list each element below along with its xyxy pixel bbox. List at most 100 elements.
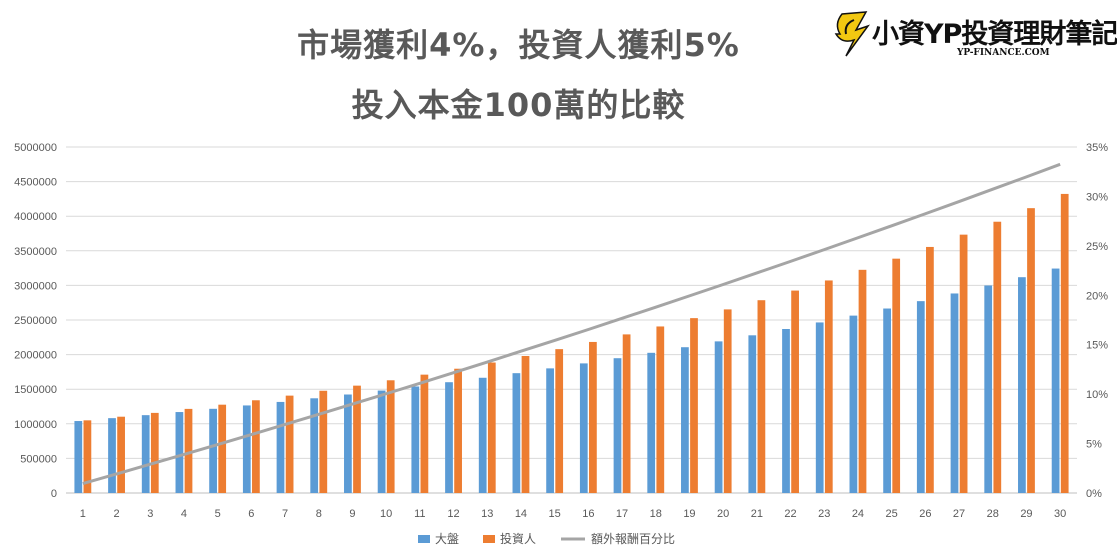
x-tick-label: 7 xyxy=(282,508,288,520)
x-tick-label: 29 xyxy=(1020,508,1032,520)
x-tick-label: 30 xyxy=(1054,508,1066,520)
x-tick-label: 26 xyxy=(919,508,931,520)
logo-subtext: YP-FINANCE.COM xyxy=(957,48,1050,58)
x-tick-label: 4 xyxy=(181,508,187,520)
x-tick-label: 20 xyxy=(717,508,729,520)
bar-market xyxy=(984,285,993,493)
right-axis-ticks: 0% 5% 10% 15% 20% 25% 30% 35% xyxy=(1086,142,1108,500)
x-tick-label: 5 xyxy=(215,508,221,520)
bar-market xyxy=(478,377,487,493)
legend: 大盤 投資人 額外報酬百分比 xyxy=(418,531,675,546)
bar-investor xyxy=(319,390,328,493)
bar-investor xyxy=(386,380,395,493)
bar-investor xyxy=(252,400,260,493)
right-tick-label: 35% xyxy=(1086,142,1108,154)
x-tick-label: 27 xyxy=(953,508,965,520)
x-tick-label: 6 xyxy=(248,508,254,520)
left-tick-label: 500000 xyxy=(20,453,57,465)
bar-investor xyxy=(791,290,799,493)
left-tick-label: 3500000 xyxy=(14,246,57,258)
x-tick-label: 24 xyxy=(852,508,864,520)
bar-market xyxy=(613,358,622,493)
bar-market xyxy=(276,401,285,493)
bar-market xyxy=(1051,268,1060,493)
left-tick-label: 0 xyxy=(51,488,57,500)
bar-market xyxy=(209,408,217,493)
logo-text: 小資YP投資理財筆記 xyxy=(872,19,1117,50)
bar-series xyxy=(74,193,1069,494)
bar-market xyxy=(377,390,386,493)
left-axis-ticks: 0 500000 1000000 1500000 2000000 2500000 30000… xyxy=(14,142,57,500)
right-tick-label: 10% xyxy=(1086,389,1108,401)
bar-investor xyxy=(1027,208,1035,493)
bar-investor xyxy=(1060,193,1069,493)
x-axis-ticks: 1 2 3 4 5 6 7 8 9 10 11 12 13 14 15 16 17 18 19 20 21 22 23 24 2… xyxy=(80,508,1066,520)
bar-market xyxy=(344,394,352,493)
bar-market xyxy=(950,293,959,493)
bar-market xyxy=(748,335,757,493)
bar-investor xyxy=(454,368,462,493)
bar-market xyxy=(141,415,150,493)
x-tick-label: 18 xyxy=(650,508,662,520)
bar-investor xyxy=(117,416,125,493)
legend-bar-swatch xyxy=(483,535,495,543)
bar-investor xyxy=(892,258,901,493)
bar-investor xyxy=(150,412,159,493)
bar-market xyxy=(647,352,656,493)
bar-investor xyxy=(521,355,530,493)
bar-market xyxy=(883,308,891,493)
bar-market xyxy=(681,347,689,493)
bar-investor xyxy=(184,408,193,493)
bar-investor xyxy=(959,234,968,494)
legend-label: 投資人 xyxy=(500,531,536,546)
bar-investor xyxy=(757,300,766,493)
x-tick-label: 2 xyxy=(113,508,119,520)
bar-market xyxy=(714,341,723,493)
bar-market xyxy=(579,363,588,493)
legend-bar-swatch xyxy=(418,535,430,543)
bar-market xyxy=(916,301,925,493)
chart-title-line1: 市場獲利4%，投資人獲利5% xyxy=(297,26,740,64)
gridlines xyxy=(66,146,1077,494)
x-tick-label: 12 xyxy=(447,508,459,520)
bar-investor xyxy=(555,349,564,493)
left-tick-label: 1500000 xyxy=(14,384,57,396)
bar-investor xyxy=(993,221,1002,494)
bar-investor xyxy=(690,318,698,493)
bar-investor xyxy=(824,280,833,493)
left-tick-label: 5000000 xyxy=(14,142,57,154)
right-tick-label: 30% xyxy=(1086,191,1108,203)
x-tick-label: 14 xyxy=(515,508,527,520)
bar-market xyxy=(512,373,521,493)
line-extra-return xyxy=(82,162,1061,485)
lightning-icon xyxy=(834,11,870,57)
x-tick-label: 21 xyxy=(751,508,763,520)
bar-investor xyxy=(218,404,227,493)
bar-market xyxy=(546,368,554,493)
right-tick-label: 5% xyxy=(1086,439,1102,451)
x-tick-label: 3 xyxy=(147,508,153,520)
x-tick-label: 13 xyxy=(481,508,493,520)
legend-label: 額外報酬百分比 xyxy=(591,532,675,546)
right-tick-label: 25% xyxy=(1086,241,1108,253)
bar-investor xyxy=(285,395,294,493)
bar-investor xyxy=(926,246,934,493)
x-tick-label: 15 xyxy=(549,508,561,520)
x-tick-label: 23 xyxy=(818,508,830,520)
bar-investor xyxy=(589,341,597,493)
x-tick-label: 16 xyxy=(582,508,594,520)
bar-market xyxy=(411,386,420,493)
bar-market xyxy=(1018,277,1026,493)
brand-logo: 小資YP投資理財筆記 YP-FINANCE.COM xyxy=(832,8,1117,68)
bar-investor xyxy=(723,309,732,493)
x-tick-label: 9 xyxy=(349,508,355,520)
x-tick-label: 28 xyxy=(987,508,999,520)
bar-investor xyxy=(353,385,361,493)
x-tick-label: 19 xyxy=(683,508,695,520)
left-tick-label: 3000000 xyxy=(14,280,57,292)
bar-investor xyxy=(83,420,92,493)
bar-market xyxy=(445,382,453,493)
left-tick-label: 4000000 xyxy=(14,211,57,223)
bar-market xyxy=(849,315,858,493)
